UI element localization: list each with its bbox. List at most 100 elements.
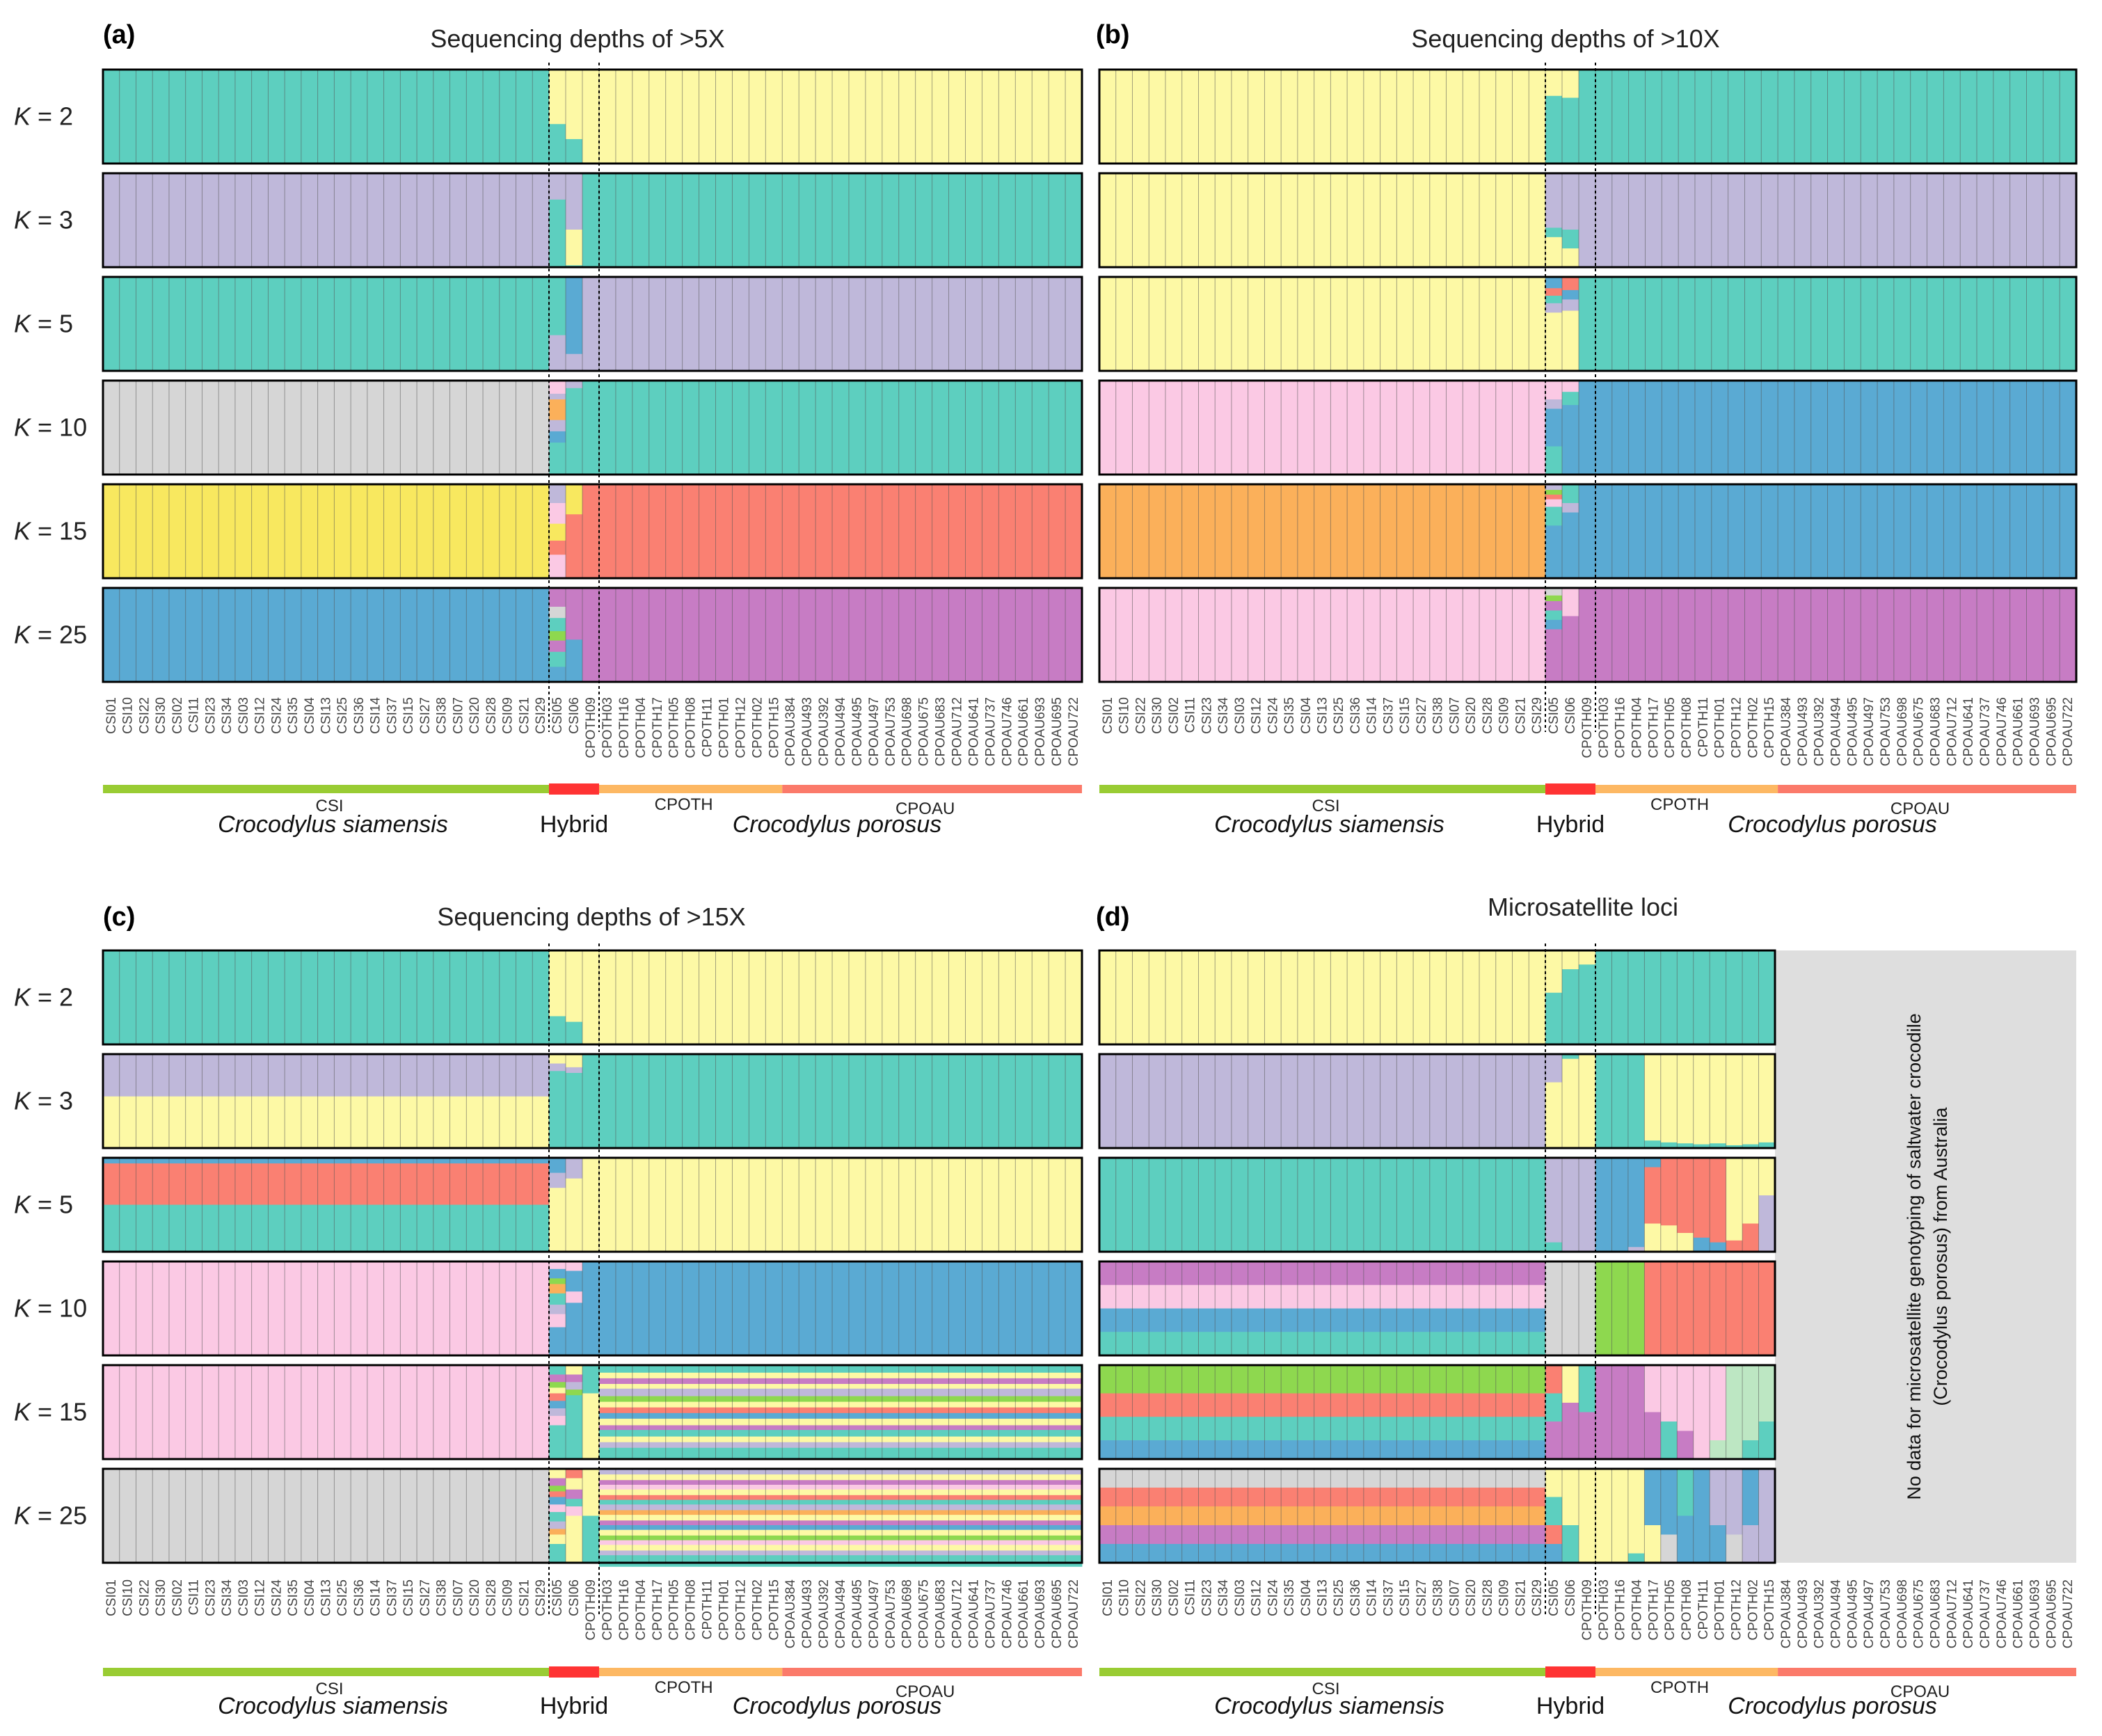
- k-row-frame: [102, 172, 1083, 269]
- ancestry-segment: [765, 1418, 783, 1426]
- ancestry-segment: [749, 1396, 766, 1403]
- ancestry-segment: [582, 277, 600, 372]
- ancestry-segment: [1330, 1054, 1348, 1149]
- ancestry-segment: [948, 1384, 966, 1389]
- ancestry-segment: [615, 1469, 633, 1475]
- ancestry-segment: [665, 1545, 683, 1551]
- ancestry-segment: [1165, 1261, 1183, 1286]
- sample-column-CSI20: [465, 484, 484, 579]
- sample-column-CSI06: [1561, 588, 1579, 683]
- ancestry-segment: [1347, 1158, 1364, 1252]
- ancestry-segment: [982, 1054, 999, 1149]
- ancestry-segment: [483, 1261, 500, 1356]
- ancestry-segment: [1463, 173, 1480, 268]
- ancestry-segment: [749, 484, 766, 579]
- ancestry-segment: [433, 381, 450, 475]
- ancestry-segment: [898, 1489, 916, 1496]
- sample-column-CPOTH01: [715, 950, 733, 1045]
- sample-column-CPOTH05: [1661, 173, 1679, 268]
- ancestry-segment: [103, 1158, 120, 1164]
- sample-column-CSI01: [102, 484, 120, 579]
- sample-tick-label: CSI21: [517, 1579, 532, 1616]
- k-row-frame: [1098, 276, 2078, 372]
- ancestry-segment: [715, 1365, 733, 1373]
- sample-column-CSI01: [102, 381, 120, 475]
- sample-column-CSI07: [1446, 173, 1463, 268]
- ancestry-segment: [483, 70, 500, 164]
- ancestry-segment: [1396, 381, 1414, 475]
- sample-column-CPOAU722: [1065, 1365, 1083, 1460]
- sample-column-CPOTH02: [748, 950, 766, 1045]
- ancestry-segment: [582, 588, 600, 683]
- ancestry-segment: [799, 1261, 816, 1356]
- ancestry-segment: [848, 277, 866, 372]
- ancestry-segment: [103, 277, 120, 372]
- ancestry-segment: [932, 173, 949, 268]
- sample-tick-label: CSI13: [319, 1579, 334, 1616]
- sample-column-CPOAU683: [932, 1365, 949, 1460]
- ancestry-segment: [1015, 1261, 1033, 1356]
- ancestry-segment: [1281, 484, 1298, 579]
- ancestry-segment: [1644, 1223, 1662, 1252]
- sample-column-CPOAU494: [831, 1469, 850, 1567]
- ancestry-segment: [965, 1545, 982, 1551]
- sample-column-CPOTH03: [598, 173, 616, 268]
- sample-column-CSI20: [465, 173, 484, 268]
- ancestry-segment: [1413, 381, 1431, 475]
- ancestry-segment: [103, 1204, 120, 1252]
- ancestry-segment: [965, 1425, 982, 1431]
- ancestry-segment: [865, 1158, 883, 1252]
- ancestry-segment: [202, 588, 219, 683]
- ancestry-segment: [234, 1054, 253, 1097]
- sample-column-CPOTH02: [748, 1158, 766, 1252]
- ancestry-segment: [615, 1540, 633, 1545]
- ancestry-segment: [483, 381, 500, 475]
- sample-column-CSI04: [301, 588, 319, 683]
- ancestry-segment: [251, 1204, 269, 1252]
- ancestry-segment: [1065, 1372, 1083, 1379]
- sample-tick-label: CPOAU722: [2061, 697, 2076, 766]
- ancestry-segment: [865, 70, 883, 164]
- sample-column-CPOAU746: [998, 1054, 1016, 1149]
- ancestry-segment: [1545, 484, 1563, 491]
- sample-column-CSI04: [1297, 588, 1315, 683]
- sample-column-CPOAU693: [2026, 173, 2044, 268]
- ancestry-segment: [103, 1469, 120, 1563]
- ancestry-segment: [466, 173, 484, 268]
- ancestry-segment: [549, 399, 566, 421]
- ancestry-segment: [898, 1555, 916, 1567]
- ancestry-segment: [815, 1499, 833, 1505]
- ancestry-segment: [483, 1365, 500, 1460]
- ancestry-segment: [1579, 1054, 1596, 1149]
- sample-column-CPOAU698: [898, 1054, 916, 1149]
- ancestry-segment: [965, 1489, 982, 1496]
- ancestry-segment: [965, 1555, 982, 1567]
- ancestry-segment: [383, 1469, 401, 1563]
- ancestry-segment: [218, 950, 236, 1045]
- sample-column-CSI22: [136, 1158, 153, 1252]
- sample-column-CSI27: [416, 173, 434, 268]
- ancestry-segment: [417, 588, 434, 683]
- ancestry-segment: [1198, 484, 1216, 579]
- sample-column-CPOAU641: [965, 1365, 982, 1460]
- ancestry-segment: [1628, 588, 1646, 683]
- ancestry-segment: [965, 950, 982, 1045]
- ancestry-segment: [1015, 1499, 1033, 1505]
- sample-column-CPOTH12: [731, 1261, 749, 1356]
- sample-column-CSI37: [1380, 277, 1397, 372]
- sample-column-CSI24: [267, 588, 285, 683]
- ancestry-segment: [1413, 1158, 1431, 1252]
- sample-column-CSI35: [284, 1261, 302, 1356]
- sample-column-CPOTH02: [1742, 1158, 1759, 1252]
- sample-column-CSI05: [548, 277, 566, 372]
- ancestry-segment: [1495, 1054, 1513, 1149]
- ancestry-segment: [915, 588, 933, 683]
- sample-column-CPOTH02: [1744, 70, 1762, 164]
- sample-column-CSI36: [1346, 1054, 1364, 1149]
- ancestry-segment: [615, 1520, 633, 1526]
- ancestry-segment: [915, 1407, 933, 1414]
- ancestry-segment: [965, 588, 982, 683]
- sample-column-CPOAU661: [2009, 70, 2027, 164]
- sample-column-CPOTH08: [1678, 588, 1696, 683]
- ancestry-segment: [119, 277, 136, 372]
